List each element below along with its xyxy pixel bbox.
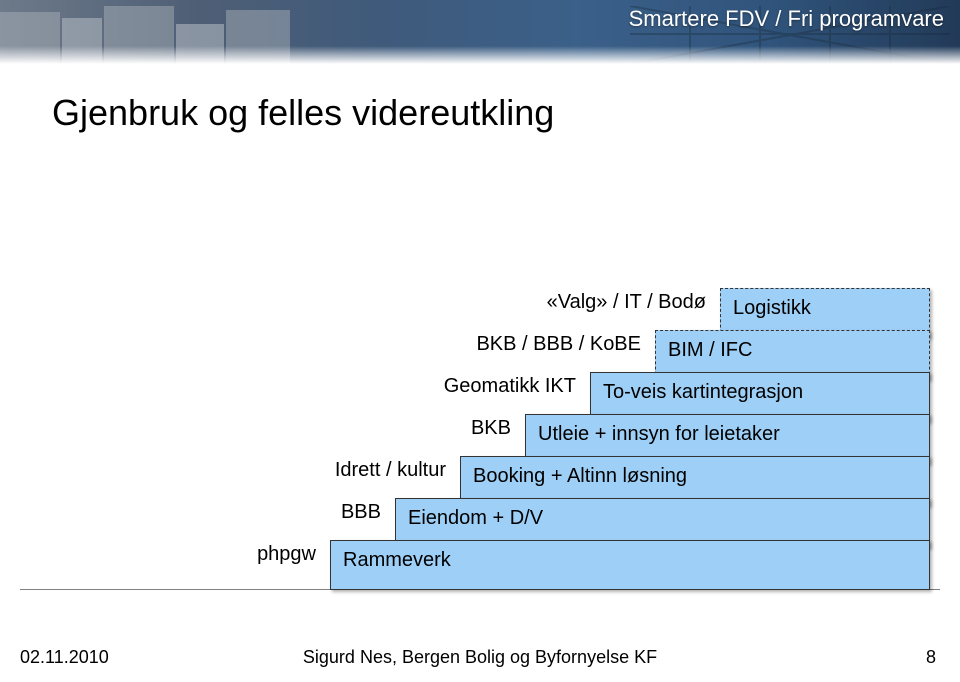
footer-center: Sigurd Nes, Bergen Bolig og Byfornyelse … xyxy=(0,647,960,668)
banner-title: Smartere FDV / Fri programvare xyxy=(629,6,944,32)
stage-label: Geomatikk IKT xyxy=(444,375,576,398)
stage-label: BBB xyxy=(341,501,381,524)
stage-label: BKB xyxy=(471,417,511,440)
stage-label: BKB / BBB / KoBE xyxy=(476,333,641,356)
footer-page: 8 xyxy=(926,647,936,668)
stage-label: «Valg» / IT / Bodø xyxy=(547,291,706,314)
stage-label: phpgw xyxy=(257,543,316,566)
stair-diagram: Logistikk«Valg» / IT / BodøBIM / IFCBKB … xyxy=(20,170,940,590)
page-title: Gjenbruk og felles videreutkling xyxy=(52,92,554,134)
slide: Smartere FDV / Fri programvare Gjenbruk … xyxy=(0,0,960,682)
banner-fade xyxy=(0,46,960,64)
stage-label: Idrett / kultur xyxy=(335,459,446,482)
banner: Smartere FDV / Fri programvare xyxy=(0,0,960,64)
stage-box: Rammeverk xyxy=(330,540,930,590)
